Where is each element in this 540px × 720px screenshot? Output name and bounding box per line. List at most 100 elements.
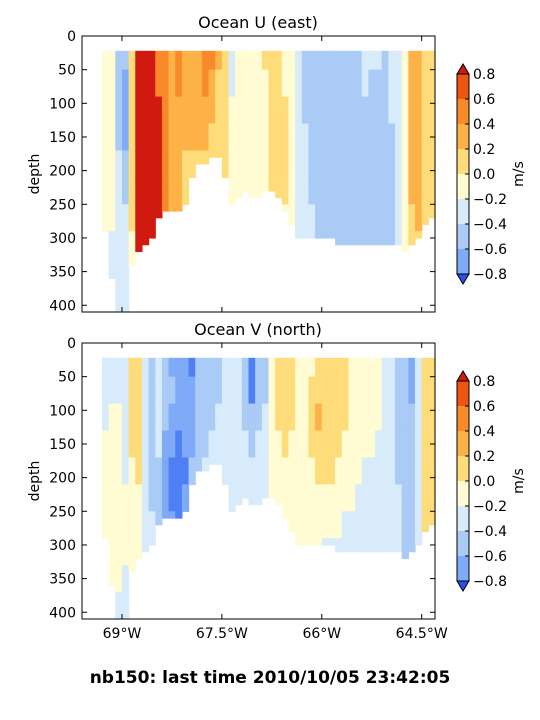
field-cell — [295, 457, 303, 485]
colorbar-unit-label: m/s — [511, 161, 527, 187]
field-cell — [248, 430, 256, 459]
field-cell — [228, 177, 236, 205]
field-cell — [221, 150, 230, 178]
field-cell — [375, 457, 383, 485]
field-cell — [368, 231, 376, 246]
field-cell — [401, 538, 409, 560]
colorbar-tick-label: −0.8 — [473, 267, 507, 283]
field-cell — [421, 50, 429, 71]
colorbar-segment — [457, 506, 469, 532]
field-cell — [148, 96, 156, 125]
field-cell — [295, 177, 303, 205]
field-cell — [175, 204, 183, 212]
colorbar-segment — [457, 556, 469, 582]
field-cell — [195, 96, 203, 125]
field-cell — [321, 69, 330, 98]
field-cell — [375, 484, 383, 512]
field-cell — [161, 177, 170, 205]
field-cell — [281, 177, 290, 205]
field-cell — [221, 403, 230, 432]
field-cell — [128, 50, 136, 71]
field-cell — [368, 69, 376, 98]
field-cell — [161, 96, 170, 125]
field-cell — [175, 357, 183, 378]
field-cell — [321, 231, 330, 239]
field-cell — [341, 511, 350, 539]
field-cell — [241, 403, 250, 432]
field-cell — [368, 403, 376, 432]
field-cell — [208, 69, 216, 98]
field-cell — [355, 231, 363, 246]
y-tick-label: 150 — [49, 437, 76, 453]
field-cell — [368, 430, 376, 459]
field-cell — [355, 150, 363, 178]
field-cell — [408, 150, 416, 178]
field-cell — [328, 150, 336, 178]
field-cell — [121, 565, 130, 593]
field-cell — [108, 357, 116, 378]
field-cell — [328, 50, 336, 71]
field-cell — [201, 69, 210, 98]
field-cell — [141, 403, 150, 432]
field-cell — [121, 50, 130, 71]
field-cell — [341, 69, 350, 98]
field-cell — [295, 150, 303, 178]
field-cell — [375, 50, 383, 71]
field-cell — [255, 150, 263, 178]
field-cell — [315, 69, 323, 98]
y-tick-label: 250 — [49, 504, 76, 520]
field-cell — [301, 231, 310, 239]
field-cell — [148, 204, 156, 232]
field-cell — [201, 357, 210, 378]
field-cell — [128, 204, 136, 232]
field-cell — [335, 430, 343, 459]
field-cell — [421, 376, 429, 405]
field-cell — [315, 357, 323, 378]
field-cell — [155, 357, 163, 378]
field-cell — [408, 123, 416, 152]
field-cell — [268, 357, 276, 378]
field-cell — [401, 96, 409, 125]
field-cell — [395, 123, 403, 152]
field-cell — [295, 376, 303, 405]
field-cell — [135, 538, 143, 560]
field-cell — [235, 403, 243, 432]
field-cell — [328, 484, 336, 512]
field-cell — [188, 96, 196, 125]
field-cell — [115, 484, 123, 512]
field-cell — [355, 204, 363, 232]
field-cell — [128, 484, 136, 512]
field-cell — [228, 69, 236, 98]
field-cell — [408, 376, 416, 405]
field-cell — [181, 376, 190, 405]
field-cell — [408, 231, 416, 246]
field-cell — [268, 177, 276, 192]
field-cell — [155, 50, 163, 71]
field-cell — [395, 177, 403, 205]
field-cell — [295, 50, 303, 71]
field-cell — [241, 484, 250, 499]
field-cell — [255, 177, 263, 199]
field-cell — [108, 123, 116, 152]
field-cell — [268, 123, 276, 152]
field-cell — [188, 50, 196, 71]
field-cell — [301, 376, 310, 405]
field-cell — [121, 457, 130, 485]
field-cell — [315, 96, 323, 125]
field-cell — [295, 123, 303, 152]
field-cell — [155, 457, 163, 485]
field-cell — [361, 376, 369, 405]
colorbar-tick-label: 0.6 — [473, 92, 495, 108]
field-cell — [261, 430, 270, 459]
colorbar-tick-label: −0.6 — [473, 242, 507, 258]
field-cell — [348, 96, 356, 125]
field-cell — [388, 177, 396, 205]
field-cell — [288, 177, 296, 205]
field-cell — [361, 123, 369, 152]
field-cell — [341, 231, 350, 246]
field-cell — [421, 150, 429, 178]
field-cell — [141, 150, 150, 178]
field-cell — [175, 177, 183, 205]
field-cell — [375, 357, 383, 378]
field-cell — [248, 357, 256, 378]
